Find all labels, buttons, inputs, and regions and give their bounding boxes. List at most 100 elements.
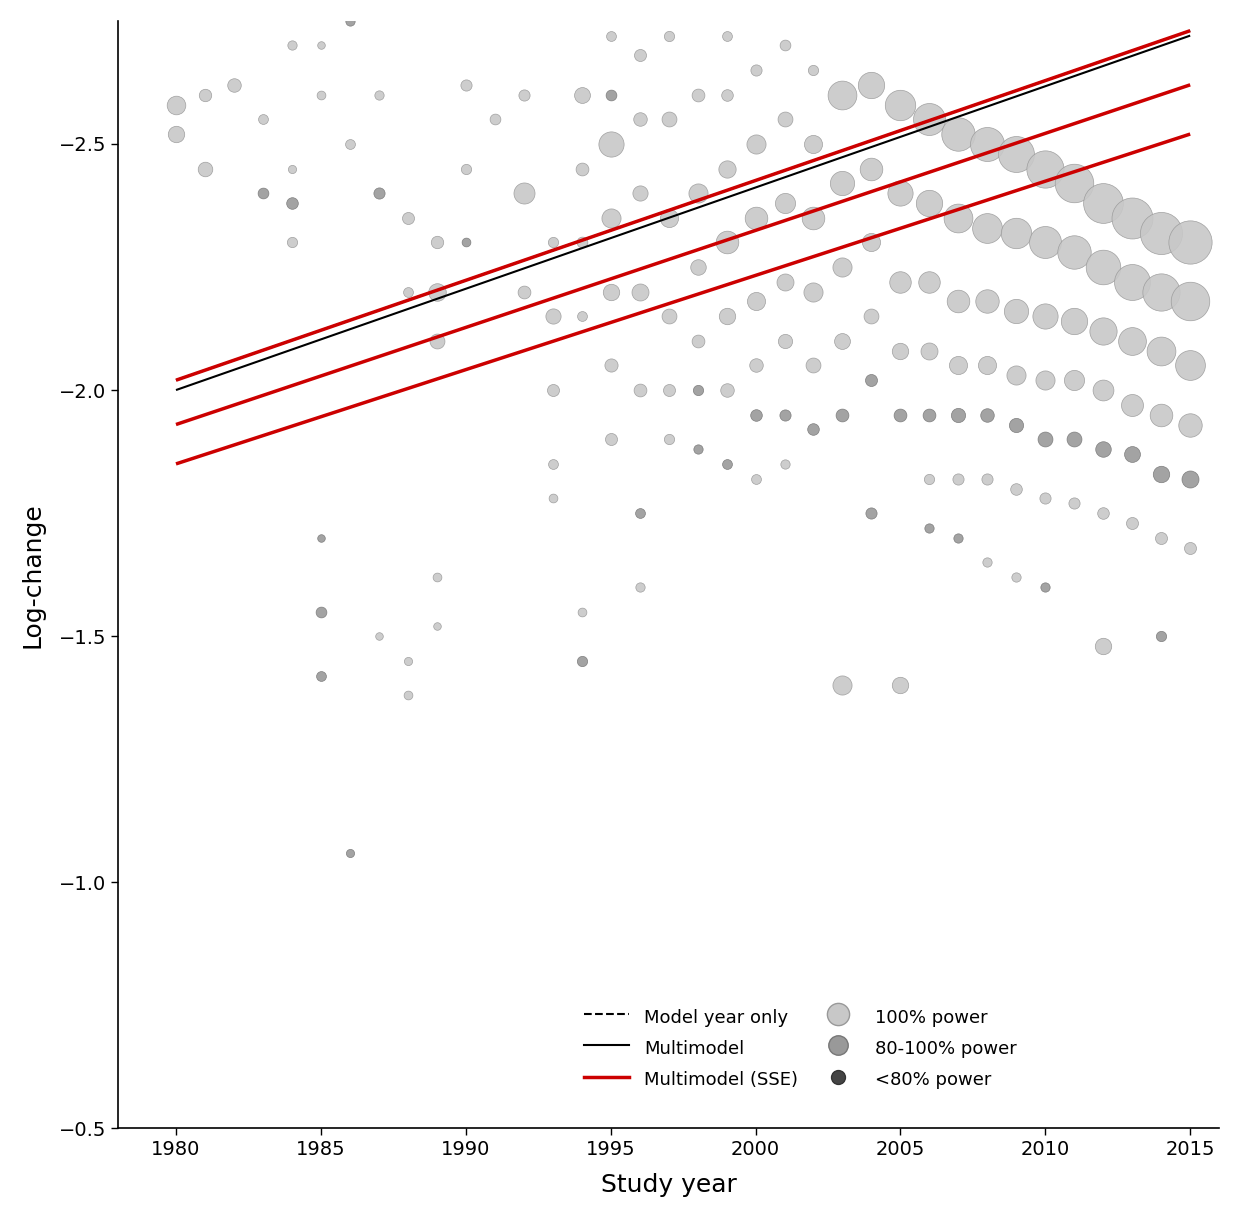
Point [398, 686, 418, 705]
Point [311, 527, 331, 547]
Point [1122, 272, 1142, 291]
X-axis label: Study year: Study year [600, 1173, 737, 1197]
Point [398, 652, 418, 671]
Point [311, 35, 331, 55]
Point [949, 291, 968, 311]
Point [427, 281, 446, 301]
Point [977, 469, 997, 488]
Point [658, 110, 678, 129]
Point [745, 61, 765, 80]
Point [804, 134, 823, 153]
Point [630, 281, 650, 301]
Point [398, 208, 418, 228]
Point [1122, 513, 1142, 532]
Point [920, 194, 940, 213]
Point [890, 404, 910, 424]
Point [600, 26, 620, 45]
Point [1064, 242, 1084, 262]
Point [745, 356, 765, 375]
Point [1007, 568, 1027, 587]
Point [630, 503, 650, 523]
Point [977, 553, 997, 572]
Point [1151, 341, 1171, 361]
Point [890, 272, 910, 291]
Point [745, 134, 765, 153]
Point [1151, 626, 1171, 646]
Point [832, 173, 852, 192]
Point [311, 602, 331, 621]
Point [890, 676, 910, 695]
Point [745, 208, 765, 228]
Point [1151, 281, 1171, 301]
Point [688, 380, 708, 400]
Point [630, 184, 650, 203]
Point [513, 281, 533, 301]
Point [1122, 331, 1142, 351]
Point [717, 158, 737, 178]
Point [1122, 208, 1142, 228]
Point [688, 85, 708, 105]
Point [340, 11, 360, 30]
Point [485, 110, 505, 129]
Point [1094, 503, 1114, 523]
Point [1151, 464, 1171, 484]
Point [370, 85, 389, 105]
Point [398, 281, 418, 301]
Y-axis label: Log-change: Log-change [21, 502, 45, 648]
Point [775, 272, 795, 291]
Point [1064, 493, 1084, 513]
Point [427, 616, 446, 636]
Point [775, 194, 795, 213]
Point [717, 454, 737, 474]
Point [1094, 257, 1114, 276]
Point [166, 95, 186, 114]
Point [1007, 415, 1027, 435]
Point [1094, 636, 1114, 655]
Point [600, 281, 620, 301]
Point [745, 291, 765, 311]
Point [688, 184, 708, 203]
Point [717, 26, 737, 45]
Point [1180, 233, 1200, 252]
Point [688, 331, 708, 351]
Point [745, 469, 765, 488]
Point [543, 454, 563, 474]
Point [1035, 430, 1055, 449]
Point [572, 85, 591, 105]
Point [340, 134, 360, 153]
Point [1094, 194, 1114, 213]
Point [862, 158, 882, 178]
Point [832, 676, 852, 695]
Legend: Model year only, Multimodel, Multimodel (SSE), 100% power, 80-100% power, <80% p: Model year only, Multimodel, Multimodel … [577, 999, 1024, 1097]
Point [572, 233, 591, 252]
Point [572, 602, 591, 621]
Point [775, 404, 795, 424]
Point [920, 272, 940, 291]
Point [340, 843, 360, 862]
Point [658, 26, 678, 45]
Point [1180, 415, 1200, 435]
Point [253, 184, 273, 203]
Point [1094, 380, 1114, 400]
Point [370, 626, 389, 646]
Point [1035, 158, 1055, 178]
Point [658, 430, 678, 449]
Point [572, 652, 591, 671]
Point [281, 194, 301, 213]
Point [688, 257, 708, 276]
Point [804, 356, 823, 375]
Point [832, 257, 852, 276]
Point [1035, 488, 1055, 508]
Point [920, 469, 940, 488]
Point [1064, 312, 1084, 331]
Point [281, 158, 301, 178]
Point [920, 110, 940, 129]
Point [224, 76, 244, 95]
Point [658, 208, 678, 228]
Point [862, 76, 882, 95]
Point [745, 404, 765, 424]
Point [717, 307, 737, 326]
Point [658, 307, 678, 326]
Point [890, 184, 910, 203]
Point [775, 331, 795, 351]
